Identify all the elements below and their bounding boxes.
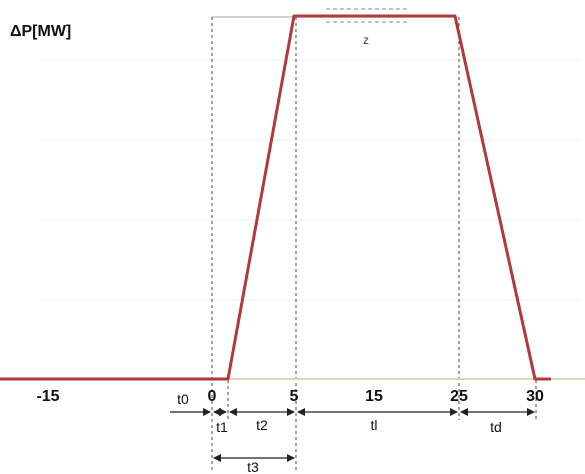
- x-tick-label: -15: [36, 388, 59, 405]
- interval-arrows: [170, 408, 535, 462]
- x-tick-label: 25: [450, 388, 468, 405]
- t0-label: t0: [177, 391, 189, 407]
- vertical-guides: [211, 17, 537, 470]
- x-tick-label: 0: [208, 388, 217, 405]
- x-tick-label: 30: [526, 388, 544, 405]
- tl-label: tl: [371, 417, 378, 433]
- t3-label: t3: [247, 459, 259, 474]
- x-tick-label: 5: [290, 388, 299, 405]
- power-profile-line: [0, 14, 551, 381]
- plateau-label: z: [363, 33, 369, 47]
- background-grid: [40, 59, 580, 301]
- x-tick-labels: -15 0 5 15 25 30: [36, 388, 544, 405]
- y-axis-label: ΔP[MW]: [10, 23, 71, 40]
- td-label: td: [490, 419, 502, 435]
- t2-label: t2: [256, 417, 268, 433]
- x-tick-label: 15: [365, 388, 383, 405]
- t1-label: t1: [216, 419, 228, 435]
